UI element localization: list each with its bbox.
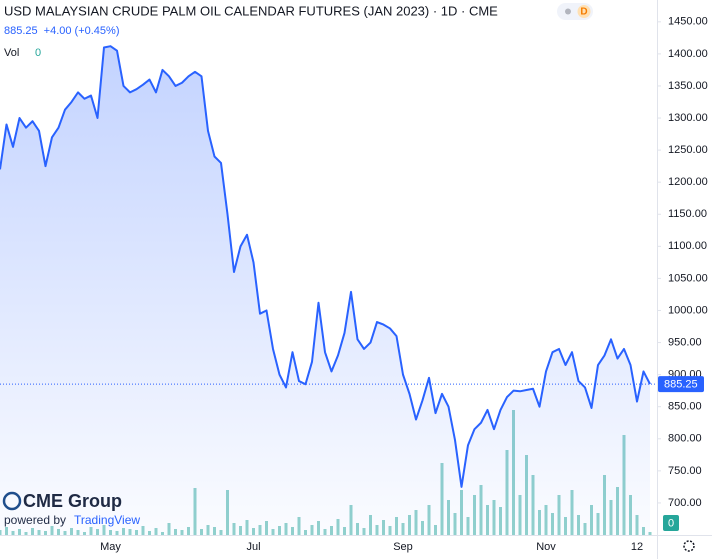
- y-tick-label: 950.00: [668, 336, 702, 348]
- y-tick-label: 1000.00: [668, 304, 708, 316]
- price-line: [0, 45, 651, 488]
- x-tick-label: May: [100, 541, 121, 553]
- y-tick-label: 750.00: [668, 465, 702, 477]
- last-price-label: 885.25: [664, 378, 698, 390]
- x-tick-label: Sep: [393, 541, 413, 553]
- platform-name: TradingView: [74, 513, 140, 527]
- y-tick-label: 1250.00: [668, 144, 708, 156]
- y-tick-label: 1100.00: [668, 240, 707, 252]
- y-tick-label: 1300.00: [668, 112, 708, 124]
- volume-last-box: [663, 515, 679, 531]
- y-tick-label: 700.00: [668, 497, 702, 509]
- x-tick-label: 12: [631, 541, 643, 553]
- y-tick-label: 800.00: [668, 433, 702, 445]
- settings-icon[interactable]: [683, 540, 695, 552]
- volume-label: Vol: [4, 47, 19, 59]
- y-tick-label: 1450.00: [668, 16, 708, 28]
- volume-value: 0: [35, 47, 41, 59]
- last-price-box: [658, 376, 704, 393]
- price-change: +4.00 (+0.45%): [44, 25, 120, 37]
- logo-icon: [2, 491, 22, 511]
- status-dot: [565, 8, 571, 15]
- volume-last-label: 0: [668, 517, 674, 529]
- chart-title: USD MALAYSIAN CRUDE PALM OIL CALENDAR FU…: [4, 3, 498, 18]
- overlay: USD MALAYSIAN CRUDE PALM OIL CALENDAR FU…: [2, 3, 695, 552]
- plot-area: 700.00750.00800.00850.00900.00950.001000…: [0, 16, 708, 553]
- y-tick-label: 850.00: [668, 401, 702, 413]
- y-tick-label: 1400.00: [668, 48, 708, 60]
- last-price: 885.25: [4, 25, 38, 37]
- interval-badge: D: [580, 7, 587, 18]
- badge-circle: [577, 5, 591, 18]
- y-tick-label: 1050.00: [668, 272, 708, 284]
- y-tick-label: 1150.00: [668, 208, 707, 220]
- logo-text: CME Group: [23, 491, 122, 511]
- y-tick-label: 1350.00: [668, 80, 708, 92]
- x-tick-label: Nov: [536, 541, 556, 553]
- x-tick-label: Jul: [246, 541, 260, 553]
- powered-by: powered by: [4, 513, 66, 527]
- y-tick-label: 1200.00: [668, 176, 708, 188]
